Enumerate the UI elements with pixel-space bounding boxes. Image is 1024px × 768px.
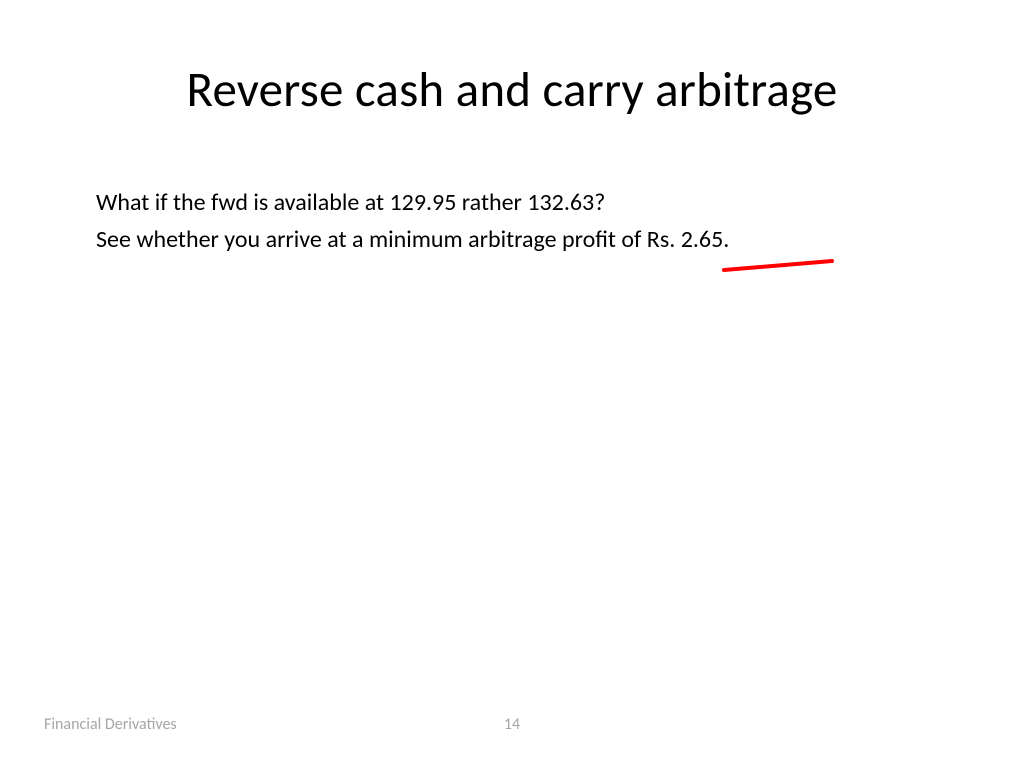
footer-page-number: 14 xyxy=(0,715,1024,734)
underline-path xyxy=(724,261,832,270)
slide-title: Reverse cash and carry arbitrage xyxy=(0,60,1024,120)
slide-body: What if the fwd is available at 129.95 r… xyxy=(96,184,928,258)
slide-container: Reverse cash and carry arbitrage What if… xyxy=(0,0,1024,768)
body-line-2: See whether you arrive at a minimum arbi… xyxy=(96,221,928,258)
body-line-1: What if the fwd is available at 129.95 r… xyxy=(96,184,928,221)
underline-annotation-icon xyxy=(722,258,842,278)
